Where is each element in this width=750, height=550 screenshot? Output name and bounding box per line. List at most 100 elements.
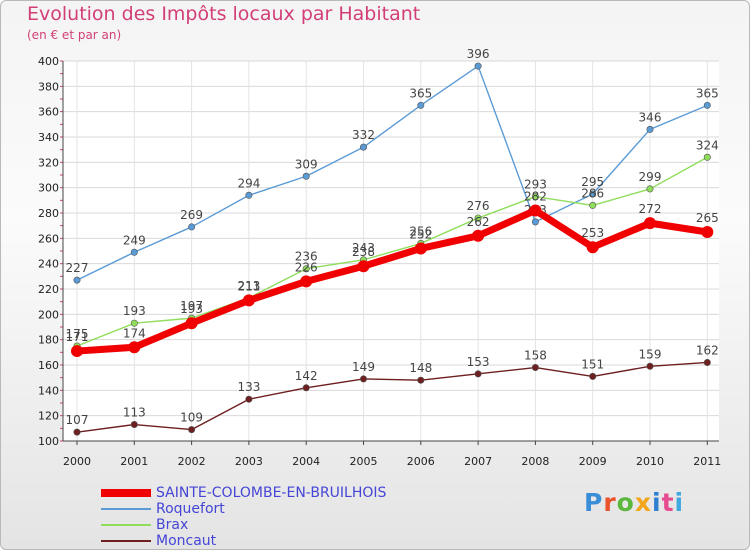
- y-tick-label: 100: [38, 435, 59, 448]
- data-label-sainte-colombe-en-bruilhois: 282: [524, 189, 547, 203]
- data-label-brax: 193: [123, 304, 146, 318]
- data-label-brax: 175: [66, 327, 89, 341]
- data-label-moncaut: 153: [467, 355, 490, 369]
- data-point-sainte-colombe-en-bruilhois: [644, 217, 656, 230]
- logo-letter: i: [674, 488, 685, 517]
- data-label-brax: 293: [524, 178, 547, 192]
- data-point-roquefort: [245, 191, 253, 199]
- x-tick-label: 2001: [120, 455, 148, 468]
- data-point-moncaut: [417, 376, 425, 384]
- x-tick-label: 2006: [407, 455, 435, 468]
- y-tick-label: 120: [38, 410, 59, 423]
- data-label-brax: 236: [295, 250, 318, 264]
- data-point-brax: [531, 193, 539, 201]
- data-label-sainte-colombe-en-bruilhois: 171: [66, 330, 89, 344]
- legend-swatch-roquefort: [101, 508, 151, 510]
- data-point-moncaut: [245, 395, 253, 403]
- data-label-sainte-colombe-en-bruilhois: 174: [123, 326, 146, 340]
- data-label-moncaut: 113: [123, 406, 146, 420]
- data-label-moncaut: 142: [295, 369, 318, 383]
- legend-label-moncaut: Moncaut: [156, 533, 217, 549]
- data-label-roquefort: 396: [467, 47, 490, 61]
- data-point-roquefort: [703, 101, 711, 109]
- logo-letter: x: [634, 488, 652, 517]
- data-point-brax: [646, 185, 654, 193]
- data-label-sainte-colombe-en-bruilhois: 265: [696, 211, 719, 225]
- series-line-brax: [76, 156, 708, 347]
- legend-label-brax: Brax: [156, 517, 189, 533]
- data-label-sainte-colombe-en-bruilhois: 193: [180, 302, 203, 316]
- data-point-sainte-colombe-en-bruilhois: [185, 317, 198, 330]
- plot-area: [63, 61, 719, 441]
- data-point-sainte-colombe-en-bruilhois: [71, 345, 83, 358]
- data-point-sainte-colombe-en-bruilhois: [242, 294, 255, 307]
- data-point-roquefort: [73, 276, 81, 284]
- data-point-sainte-colombe-en-bruilhois: [586, 241, 599, 254]
- data-label-moncaut: 109: [180, 411, 203, 425]
- data-point-moncaut: [646, 362, 654, 370]
- logo-letter: t: [661, 488, 675, 517]
- data-point-moncaut: [474, 370, 482, 378]
- y-tick-label: 180: [38, 334, 59, 347]
- x-tick-label: 2004: [292, 455, 320, 468]
- x-tick-label: 2005: [350, 455, 378, 468]
- data-label-roquefort: 269: [180, 208, 203, 222]
- data-point-brax: [302, 265, 310, 273]
- data-label-brax: 197: [180, 299, 203, 313]
- data-label-brax: 286: [581, 186, 604, 200]
- data-label-roquefort: 365: [409, 86, 432, 100]
- y-tick-label: 220: [38, 283, 59, 296]
- x-tick-label: 2007: [464, 455, 492, 468]
- data-label-moncaut: 162: [696, 343, 719, 357]
- data-label-sainte-colombe-en-bruilhois: 252: [409, 227, 432, 241]
- series-line-moncaut: [76, 361, 708, 433]
- data-point-moncaut: [130, 421, 138, 429]
- data-label-brax: 213: [237, 279, 260, 293]
- legend-label-sainte-colombe: SAINTE-COLOMBE-EN-BRUILHOIS: [156, 485, 387, 501]
- x-tick-label: 2009: [579, 455, 607, 468]
- y-tick-label: 140: [38, 384, 59, 397]
- data-point-sainte-colombe-en-bruilhois: [472, 229, 485, 242]
- data-point-sainte-colombe-en-bruilhois: [357, 260, 370, 273]
- x-tick-label: 2010: [636, 455, 664, 468]
- chart-subtitle: (en € et par an): [27, 28, 122, 42]
- data-point-moncaut: [703, 358, 711, 366]
- data-point-roquefort: [646, 125, 654, 133]
- data-label-brax: 243: [352, 241, 375, 255]
- x-tick-label: 2008: [521, 455, 549, 468]
- data-label-moncaut: 151: [581, 357, 604, 371]
- logo-letter: r: [603, 488, 617, 517]
- series-line-roquefort: [76, 65, 708, 281]
- data-label-sainte-colombe-en-bruilhois: 262: [467, 215, 490, 229]
- data-label-roquefort: 365: [696, 86, 719, 100]
- data-label-sainte-colombe-en-bruilhois: 253: [581, 226, 604, 240]
- data-label-roquefort: 346: [639, 110, 662, 124]
- x-tick-label: 2000: [63, 455, 91, 468]
- proxiti-logo: Proxiti: [584, 488, 684, 517]
- data-point-roquefort: [188, 223, 196, 231]
- data-point-roquefort: [130, 248, 138, 256]
- data-label-sainte-colombe-en-bruilhois: 238: [352, 245, 375, 259]
- data-point-moncaut: [188, 426, 196, 434]
- y-tick-label: 380: [38, 80, 59, 93]
- data-label-moncaut: 148: [409, 361, 432, 375]
- x-tick-label: 2003: [235, 455, 263, 468]
- data-label-brax: 299: [639, 170, 662, 184]
- data-label-sainte-colombe-en-bruilhois: 211: [237, 279, 260, 293]
- data-label-moncaut: 159: [639, 347, 662, 361]
- data-point-brax: [474, 214, 482, 222]
- data-label-sainte-colombe-en-bruilhois: 226: [295, 260, 318, 274]
- data-point-sainte-colombe-en-bruilhois: [529, 204, 542, 217]
- x-tick-label: 2002: [178, 455, 206, 468]
- data-point-roquefort: [302, 172, 310, 180]
- data-label-brax: 256: [409, 224, 432, 238]
- data-label-roquefort: 249: [123, 233, 146, 247]
- data-label-roquefort: 227: [66, 261, 89, 275]
- data-point-brax: [703, 153, 711, 161]
- x-tick-label: 2011: [693, 455, 721, 468]
- y-tick-label: 280: [38, 207, 59, 220]
- chart-title: Evolution des Impôts locaux par Habitant: [27, 3, 421, 25]
- y-tick-label: 260: [38, 232, 59, 245]
- data-point-roquefort: [589, 190, 597, 198]
